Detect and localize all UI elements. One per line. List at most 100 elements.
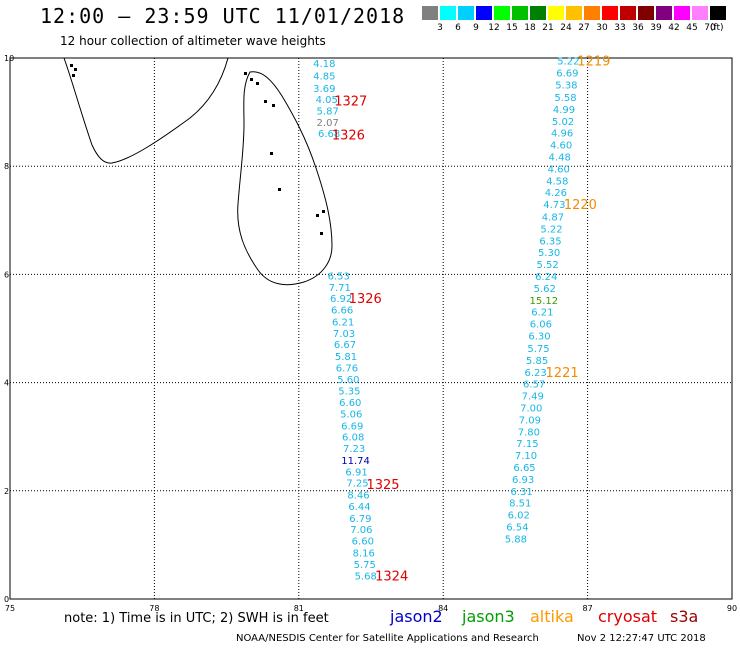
scale-swatch xyxy=(530,6,546,20)
wave-height-value: 5.75 xyxy=(354,560,376,571)
scale-tick-label: 45 xyxy=(686,23,698,33)
scale-tick-label: 36 xyxy=(632,23,644,33)
wave-height-value: 4.18 xyxy=(313,59,335,70)
scale-tick-label: 3 xyxy=(437,23,443,33)
scale-swatch xyxy=(692,6,708,20)
scale-swatch xyxy=(602,6,618,20)
track-east: 5.226.695.385.584.995.024.964.604.484.60… xyxy=(505,55,611,546)
scale-swatch xyxy=(584,6,600,20)
scale-swatch xyxy=(656,6,672,20)
island-mark xyxy=(322,210,325,213)
satellite-legend-item: s3a xyxy=(670,607,699,626)
island-mark xyxy=(270,152,273,155)
wave-height-value: 5.58 xyxy=(554,93,576,104)
wave-height-value: 7.80 xyxy=(518,427,540,438)
wave-height-value: 7.23 xyxy=(343,444,365,455)
pass-time-label: 1219 xyxy=(577,55,610,70)
scale-swatch xyxy=(512,6,528,20)
lat-tick-label: 8 xyxy=(4,162,9,171)
wave-height-value: 5.62 xyxy=(534,284,556,295)
wave-height-value: 6.67 xyxy=(334,340,356,351)
timestamp-text: Nov 2 12:27:47 UTC 2018 xyxy=(577,633,706,644)
scale-tick-label: 27 xyxy=(578,23,590,33)
scale-swatch xyxy=(566,6,582,20)
wave-height-value: 6.92 xyxy=(330,294,352,305)
wave-height-value: 5.38 xyxy=(555,81,577,92)
satellite-legend-item: altika xyxy=(530,607,574,626)
lat-tick-label: 10 xyxy=(4,54,14,63)
wave-height-value: 4.73 xyxy=(543,200,565,211)
wave-height-value: 6.54 xyxy=(506,523,528,534)
wave-height-value: 5.30 xyxy=(538,248,560,259)
wave-height-value: 6.65 xyxy=(513,463,535,474)
lon-tick-label: 90 xyxy=(727,604,737,613)
wave-height-value: 7.03 xyxy=(333,329,355,340)
scale-swatch xyxy=(422,6,438,20)
scale-tick-label: 12 xyxy=(488,23,500,33)
scale-swatch xyxy=(476,6,492,20)
wave-height-value: 5.88 xyxy=(505,534,527,545)
wave-height-value: 6.06 xyxy=(530,320,552,331)
wave-height-value: 4.87 xyxy=(542,213,564,224)
wave-height-value: 8.51 xyxy=(509,499,531,510)
wave-height-value: 5.60 xyxy=(337,375,359,386)
pass-time-label: 1325 xyxy=(366,478,399,493)
wave-height-value: 6.68 xyxy=(318,129,340,140)
wave-height-value: 7.06 xyxy=(350,525,372,536)
wave-height-value: 4.85 xyxy=(313,71,335,82)
wave-height-value: 5.06 xyxy=(340,409,362,420)
lat-tick-label: 2 xyxy=(4,487,9,496)
wave-height-value: 6.76 xyxy=(336,363,358,374)
island-mark xyxy=(320,232,323,235)
lat-tick-label: 6 xyxy=(4,270,9,279)
wave-height-value: 5.22 xyxy=(540,224,562,235)
scale-tick-label: 6 xyxy=(455,23,461,33)
satellite-legend-item: jason3 xyxy=(462,607,515,626)
wave-height-value: 5.68 xyxy=(355,572,377,583)
island-mark xyxy=(316,214,319,217)
wave-height-value: 6.53 xyxy=(328,271,350,282)
scale-tick-label: 70 xyxy=(704,23,716,33)
scale-tick-label: 30 xyxy=(596,23,608,33)
scale-tick-label: 39 xyxy=(650,23,662,33)
scale-unit-label: (ft) xyxy=(710,23,724,33)
wave-height-value: 5.81 xyxy=(335,352,357,363)
wave-height-value: 15.12 xyxy=(529,296,558,307)
wave-height-value: 7.15 xyxy=(516,439,538,450)
wave-height-value: 5.75 xyxy=(527,344,549,355)
wave-height-value: 7.10 xyxy=(515,451,537,462)
scale-swatch xyxy=(440,6,456,20)
wave-height-value: 5.22 xyxy=(557,57,579,68)
india-coastline xyxy=(63,57,229,164)
lat-tick-label: 4 xyxy=(4,379,9,388)
pass-time-label: 1326 xyxy=(332,128,365,143)
wave-height-value: 6.44 xyxy=(348,502,370,513)
wave-height-value: 6.91 xyxy=(345,467,367,478)
wave-height-value: 6.30 xyxy=(528,332,550,343)
page-subtitle: 12 hour collection of altimeter wave hei… xyxy=(60,34,326,48)
wave-height-value: 6.60 xyxy=(339,398,361,409)
pass-time-label: 1220 xyxy=(564,198,597,213)
wave-height-value: 6.60 xyxy=(352,537,374,548)
pass-time-label: 1326 xyxy=(349,292,382,307)
scale-tick-label: 15 xyxy=(506,23,518,33)
pass-time-label: 1324 xyxy=(375,570,408,585)
island-mark xyxy=(74,68,77,71)
wave-height-value: 5.87 xyxy=(317,106,339,117)
page-title: 12:00 – 23:59 UTC 11/01/2018 xyxy=(40,4,406,28)
scale-tick-label: 9 xyxy=(473,23,479,33)
wave-height-value: 6.21 xyxy=(531,308,553,319)
wave-height-value: 4.96 xyxy=(551,129,573,140)
wave-height-value: 7.09 xyxy=(519,415,541,426)
scale-tick-label: 18 xyxy=(524,23,536,33)
satellite-legend-item: jason2 xyxy=(390,607,443,626)
wave-height-value: 5.52 xyxy=(537,260,559,271)
credit-text: NOAA/NESDIS Center for Satellite Applica… xyxy=(236,633,539,644)
lat-tick-label: 0 xyxy=(4,595,9,604)
footer-note: note: 1) Time is in UTC; 2) SWH is in fe… xyxy=(64,611,329,626)
wave-height-value: 3.69 xyxy=(313,84,335,95)
scale-swatch xyxy=(494,6,510,20)
wave-height-value: 7.71 xyxy=(329,283,351,294)
island-mark xyxy=(244,72,247,75)
island-mark xyxy=(72,74,75,77)
